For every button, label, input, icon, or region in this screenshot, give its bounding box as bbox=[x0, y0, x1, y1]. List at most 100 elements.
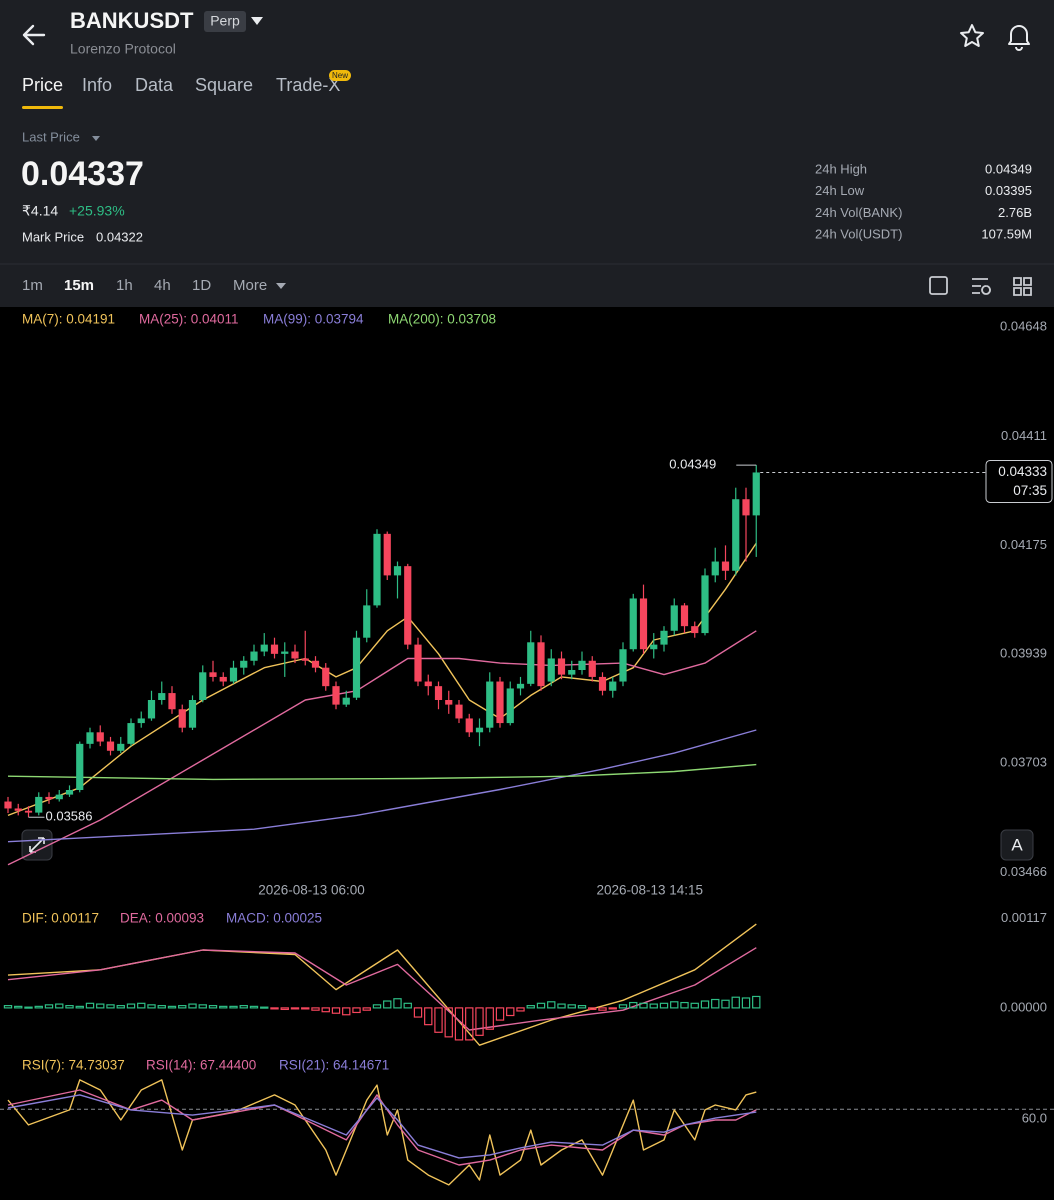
mark-price: 0.04322 bbox=[96, 229, 143, 244]
tab[interactable]: Data bbox=[135, 75, 174, 95]
candle-body bbox=[363, 605, 371, 638]
candle-body bbox=[76, 743, 84, 790]
contract-badge: Perp bbox=[210, 13, 240, 29]
price-change: +25.93% bbox=[69, 203, 125, 219]
legend-entry: DEA: 0.00093 bbox=[120, 911, 204, 926]
symbol-dropdown[interactable] bbox=[251, 17, 263, 25]
indicator-line bbox=[7, 947, 757, 1031]
auto-scale-button[interactable] bbox=[1000, 829, 1034, 861]
candle-body bbox=[24, 810, 33, 813]
candle-body bbox=[219, 676, 227, 682]
last-price-label[interactable]: Last Price bbox=[22, 129, 80, 144]
histogram-bar bbox=[362, 1007, 371, 1011]
indicator-line bbox=[7, 542, 757, 817]
back-button[interactable] bbox=[22, 24, 46, 46]
candle-body bbox=[281, 651, 289, 654]
candle-body bbox=[578, 660, 586, 670]
histogram-bar bbox=[670, 1001, 679, 1009]
indicator-tool[interactable] bbox=[972, 278, 991, 295]
histogram-bar bbox=[178, 1005, 187, 1009]
tab-badge: New bbox=[332, 71, 348, 80]
interval[interactable]: 1m bbox=[22, 277, 43, 294]
histogram-bar bbox=[547, 1001, 556, 1009]
stat-label: 24h Vol(BANK) bbox=[815, 205, 902, 220]
histogram-bar bbox=[495, 1007, 505, 1021]
histogram-bar bbox=[690, 1002, 699, 1009]
candle-body bbox=[383, 533, 391, 576]
histogram-bar bbox=[208, 1005, 218, 1009]
y-tick-label: 0.04411 bbox=[1001, 428, 1047, 443]
candle-body bbox=[609, 681, 617, 691]
histogram-bar bbox=[434, 1007, 443, 1033]
y-tick-label: 0.03939 bbox=[1000, 646, 1047, 661]
stat-label: 24h High bbox=[815, 161, 867, 176]
indicator-line bbox=[7, 1079, 757, 1186]
stat-label: 24h Low bbox=[815, 183, 865, 198]
candle-body bbox=[434, 686, 443, 700]
candle-body bbox=[188, 700, 197, 728]
candle-body bbox=[414, 644, 422, 682]
histogram-bar bbox=[506, 1007, 515, 1017]
histogram-bar bbox=[260, 1006, 269, 1009]
candle-body bbox=[588, 660, 596, 677]
legend-entry: MA(25): 0.04011 bbox=[139, 312, 239, 327]
candle-body bbox=[701, 575, 709, 634]
tab[interactable]: Square bbox=[195, 75, 253, 95]
candle-body bbox=[35, 796, 43, 813]
candle-body bbox=[86, 732, 94, 744]
histogram-bar bbox=[516, 1007, 525, 1012]
drawing-tool[interactable] bbox=[929, 276, 948, 295]
stat-label: 24h Vol(USDT) bbox=[815, 227, 902, 242]
interval[interactable]: 15m bbox=[64, 277, 94, 294]
histogram-bar bbox=[598, 1007, 607, 1011]
candle-body bbox=[158, 693, 166, 700]
last-price: 0.04337 bbox=[21, 155, 144, 193]
candle-body bbox=[691, 626, 699, 634]
auto-scale-label[interactable]: A bbox=[1011, 835, 1023, 854]
candle-body bbox=[209, 672, 217, 677]
histogram-bar bbox=[711, 998, 720, 1009]
histogram-bar bbox=[567, 1004, 576, 1009]
stat-value: 0.03395 bbox=[985, 183, 1032, 198]
candle-body bbox=[250, 651, 258, 661]
y-tick-label: 0.00000 bbox=[1000, 999, 1047, 1014]
indicator-line bbox=[7, 729, 757, 843]
tab[interactable]: Info bbox=[82, 75, 112, 95]
interval[interactable]: 1h bbox=[116, 277, 133, 294]
histogram-bar bbox=[239, 1005, 248, 1009]
histogram-bar bbox=[34, 1005, 43, 1009]
legend-entry: MA(7): 0.04191 bbox=[22, 312, 115, 327]
symbol-title[interactable]: BANKUSDT bbox=[70, 8, 194, 33]
candle-body bbox=[96, 732, 104, 742]
histogram-bar bbox=[465, 1007, 474, 1041]
histogram-bar bbox=[126, 1003, 136, 1009]
tab[interactable]: Trade-X bbox=[276, 75, 340, 95]
tab[interactable]: Price bbox=[22, 75, 63, 95]
layout-tool[interactable] bbox=[1013, 277, 1032, 296]
histogram-bar bbox=[301, 1007, 310, 1010]
histogram-bar bbox=[680, 1001, 689, 1009]
candle-body bbox=[352, 637, 361, 698]
interval-dropdown[interactable] bbox=[276, 283, 286, 289]
tab-badge-bg bbox=[329, 70, 351, 81]
histogram-bar bbox=[65, 1005, 74, 1009]
favorite-button[interactable] bbox=[960, 24, 984, 47]
histogram-bar bbox=[526, 1005, 535, 1009]
histogram-bar bbox=[608, 1007, 617, 1010]
histogram-bar bbox=[403, 1002, 412, 1009]
candle-body bbox=[291, 651, 299, 659]
histogram-bar bbox=[577, 1005, 587, 1009]
interval[interactable]: 4h bbox=[154, 277, 171, 294]
last-price-dropdown[interactable] bbox=[92, 136, 100, 141]
x-tick-label: 2026-08-13 14:15 bbox=[596, 883, 703, 898]
alert-button[interactable] bbox=[1008, 25, 1030, 51]
candle-body bbox=[629, 598, 637, 650]
histogram-bar bbox=[106, 1004, 115, 1009]
interval[interactable]: More bbox=[233, 277, 267, 294]
interval[interactable]: 1D bbox=[192, 277, 211, 294]
candle-body bbox=[742, 499, 750, 516]
subtitle: Lorenzo Protocol bbox=[70, 41, 176, 57]
candle-body bbox=[168, 693, 176, 710]
histogram-bar bbox=[188, 1003, 197, 1009]
